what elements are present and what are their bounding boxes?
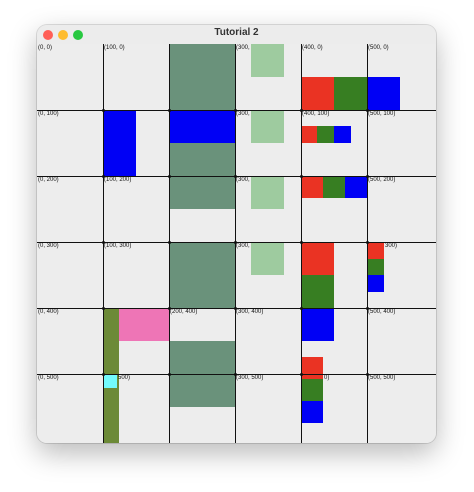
grid-dot [102, 175, 105, 178]
coord-label: (500, 200) [368, 177, 396, 183]
grid-dot [234, 241, 237, 244]
grid-dot [300, 241, 303, 244]
coord-label: (0, 200) [38, 177, 59, 183]
blue-rect-column-100 [103, 110, 136, 176]
grid-dot [168, 373, 171, 376]
grid-dot [234, 175, 237, 178]
green-mid-row-200 [323, 176, 345, 198]
coord-label: (400, 0) [302, 45, 323, 51]
coord-label: (0, 500) [38, 375, 59, 381]
grid-dot [168, 241, 171, 244]
coord-label: (300, [236, 45, 250, 51]
close-button[interactable] [43, 30, 53, 40]
red-mid-row-500 [301, 357, 323, 379]
blue-rect-row-100 [169, 110, 235, 143]
coord-label: (300, [236, 111, 250, 117]
grid-dot [102, 307, 105, 310]
drawing-canvas: (0, 0) (100, 0) (300, (400, 0) (500, 0) … [37, 44, 436, 443]
cyan-square [103, 374, 117, 388]
green-small-row-100 [317, 126, 334, 143]
coord-label: 0) [324, 375, 330, 381]
grid-dot [300, 373, 303, 376]
green-square-row-0 [334, 77, 367, 110]
grid-dot [102, 241, 105, 244]
sage-rect-column-top [169, 44, 235, 110]
green-small-column-500 [367, 259, 384, 275]
blue-mid-row-500 [301, 401, 323, 423]
coord-label: (100, 200) [104, 177, 132, 183]
coord-label: (500, 0) [368, 45, 389, 51]
window-title: Tutorial 2 [214, 27, 259, 38]
coord-label: (400, 100) [302, 111, 330, 117]
coord-label: (100, 300) [104, 243, 132, 249]
light-green-square-2 [251, 176, 284, 209]
red-square-row-0 [301, 77, 334, 110]
coord-label: (500, 500) [368, 375, 396, 381]
grid-dot [366, 307, 369, 310]
zoom-button[interactable] [73, 30, 83, 40]
coord-label: (300, [236, 243, 250, 249]
red-small-row-100 [301, 126, 317, 143]
blue-square-row-400 [301, 308, 334, 341]
green-square-row-300 [301, 275, 334, 308]
coord-label: (0, 0) [38, 45, 53, 51]
red-square-row-300 [301, 242, 334, 275]
coord-label: 500) [118, 375, 131, 381]
coord-label: (0, 100) [38, 111, 59, 117]
app-window: Tutorial 2 [37, 25, 436, 443]
grid-dot [168, 175, 171, 178]
blue-small-column-500 [367, 275, 384, 292]
coord-label: (500, 400) [368, 309, 396, 315]
blue-small-row-100 [334, 126, 351, 143]
light-green-square-0 [251, 44, 284, 77]
light-green-square-1 [251, 110, 284, 143]
coord-label: (100, 0) [104, 45, 125, 51]
grid-dot [366, 373, 369, 376]
grid-dot [234, 109, 237, 112]
grid-dot [168, 307, 171, 310]
blue-mid-row-200 [345, 176, 367, 198]
grid-dot [234, 307, 237, 310]
pink-rect [119, 308, 169, 341]
light-green-square-3 [251, 242, 284, 275]
blue-square-row-0 [367, 77, 400, 110]
red-small-column-500 [367, 242, 384, 259]
grid-dot [300, 307, 303, 310]
coord-label: (500, 100) [368, 111, 396, 117]
coord-label: (200, 400) [170, 309, 198, 315]
green-mid-row-500 [301, 379, 323, 401]
coord-label: (300, [236, 177, 250, 183]
sage-rect-row-300 [169, 242, 235, 308]
coord-label: (300, 500) [236, 375, 264, 381]
coord-label: (0, 300) [38, 243, 59, 249]
title-bar[interactable]: Tutorial 2 [37, 25, 436, 45]
minimize-button[interactable] [58, 30, 68, 40]
coord-label: 300) [385, 243, 398, 249]
grid-dot [102, 109, 105, 112]
coord-label: (300, 400) [236, 309, 264, 315]
grid-dot [366, 175, 369, 178]
grid-dot [366, 109, 369, 112]
grid-dot [300, 175, 303, 178]
grid-dot [300, 109, 303, 112]
grid-dot [168, 109, 171, 112]
grid-dot [234, 373, 237, 376]
red-mid-row-200 [301, 176, 323, 198]
grid-dot [366, 241, 369, 244]
coord-label: (0, 400) [38, 309, 59, 315]
grid-dot [102, 373, 105, 376]
